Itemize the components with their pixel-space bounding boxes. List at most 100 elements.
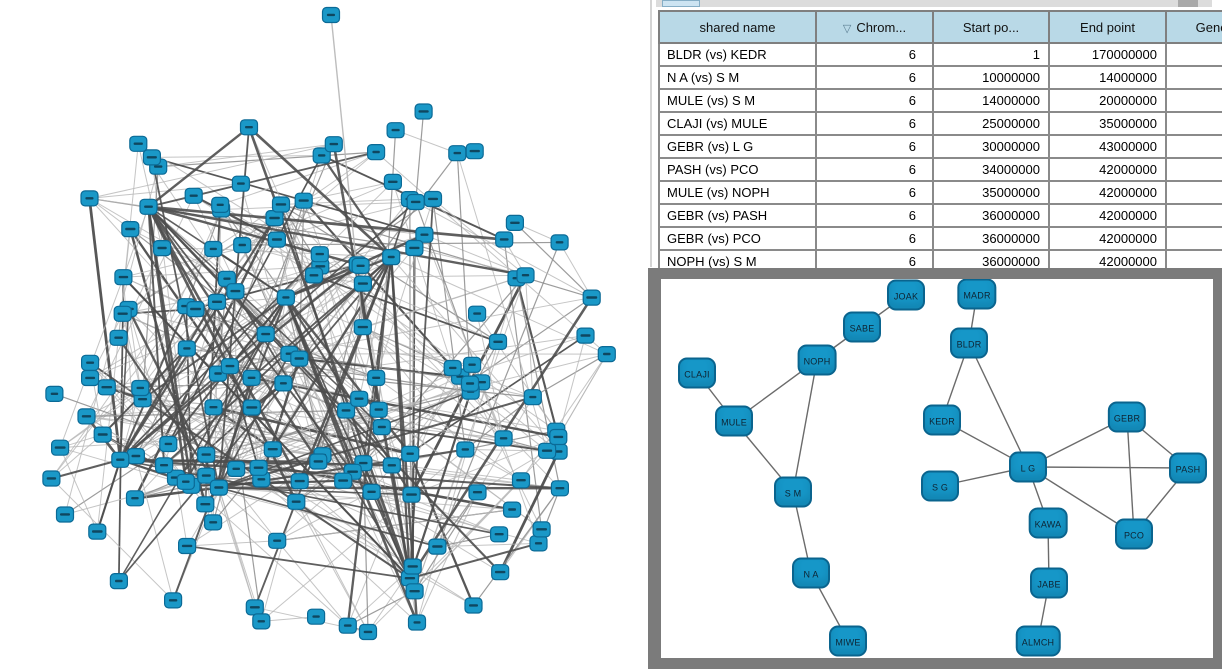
node-GEBR[interactable]: GEBR [1107, 401, 1147, 433]
node-PASH[interactable]: PASH [1169, 452, 1207, 484]
node[interactable] [582, 289, 601, 306]
node[interactable] [468, 484, 487, 501]
table-row[interactable]: CLAJI (vs) MULE625000000350000005.9 [658, 111, 1222, 136]
column-header-genetic[interactable]: Genetic... [1165, 10, 1222, 44]
edge[interactable] [395, 129, 458, 154]
node[interactable] [402, 486, 421, 503]
edge[interactable] [147, 206, 166, 466]
node[interactable] [405, 583, 424, 600]
node[interactable] [403, 558, 422, 575]
edge[interactable] [532, 353, 608, 398]
edge[interactable] [296, 501, 413, 567]
edge[interactable] [456, 153, 472, 392]
node[interactable] [211, 196, 230, 213]
node[interactable] [382, 249, 401, 266]
edge[interactable] [289, 353, 482, 383]
node[interactable] [372, 419, 391, 436]
node-MULE[interactable]: MULE [715, 405, 753, 437]
edge[interactable] [375, 151, 608, 355]
edge[interactable] [261, 616, 317, 622]
scrollbar-end-piece[interactable] [1178, 0, 1198, 7]
table-row[interactable]: GEBR (vs) PCO636000000420000008.4 [658, 226, 1222, 251]
node-MADR[interactable]: MADR [957, 279, 997, 310]
edge[interactable] [122, 313, 141, 389]
edge[interactable] [465, 449, 548, 452]
edge[interactable] [129, 228, 253, 409]
edge[interactable] [206, 426, 382, 456]
node[interactable] [294, 192, 313, 209]
edge[interactable] [218, 487, 278, 542]
node[interactable] [159, 435, 178, 453]
node[interactable] [465, 143, 484, 160]
edge[interactable] [51, 458, 121, 480]
table-row[interactable]: GEBR (vs) L G6300000004300000016.9 [658, 134, 1222, 159]
node[interactable] [456, 441, 475, 458]
node[interactable] [382, 457, 401, 474]
node[interactable] [505, 214, 524, 231]
node[interactable] [367, 144, 386, 161]
edge[interactable] [302, 199, 454, 369]
table-row[interactable]: PASH (vs) PCO6340000004200000011.4 [658, 157, 1222, 182]
edge[interactable] [277, 509, 513, 542]
node[interactable] [209, 479, 228, 496]
node-NOPH[interactable]: NOPH [797, 344, 837, 376]
node-KEDR[interactable]: KEDR [923, 404, 961, 436]
edge[interactable] [524, 275, 534, 398]
edge[interactable] [86, 416, 165, 466]
edge[interactable] [557, 335, 586, 438]
edge[interactable] [134, 486, 220, 500]
edge[interactable] [218, 486, 560, 490]
edge[interactable] [503, 239, 543, 530]
node[interactable] [304, 267, 324, 284]
node-JOAK[interactable]: JOAK [887, 279, 925, 311]
edge[interactable] [151, 156, 425, 236]
edge[interactable] [133, 203, 283, 499]
edge[interactable] [117, 277, 125, 582]
edge[interactable] [187, 540, 278, 547]
node-NA[interactable]: N A [792, 557, 830, 589]
node[interactable] [239, 119, 259, 136]
node-JABE[interactable]: JABE [1030, 567, 1068, 599]
node[interactable] [113, 305, 132, 322]
node[interactable] [334, 472, 353, 489]
edge[interactable] [89, 197, 149, 208]
node[interactable] [220, 358, 239, 375]
node[interactable] [267, 231, 286, 248]
node[interactable] [503, 501, 522, 518]
node[interactable] [231, 175, 250, 192]
node-MIWE[interactable]: MIWE [829, 625, 867, 657]
edge[interactable] [186, 347, 471, 393]
edge[interactable] [411, 436, 559, 496]
node[interactable] [249, 459, 268, 476]
edge[interactable] [89, 183, 241, 199]
node[interactable] [197, 467, 216, 484]
node[interactable] [597, 346, 616, 363]
edge[interactable] [330, 14, 364, 328]
node[interactable] [383, 173, 402, 190]
edge[interactable] [221, 201, 416, 211]
table-row[interactable]: MULE (vs) NOPH6350000004200000010.5 [658, 180, 1222, 205]
edge[interactable] [64, 481, 186, 515]
node[interactable] [109, 572, 129, 590]
node[interactable] [287, 493, 306, 510]
edge[interactable] [89, 143, 334, 199]
edge[interactable] [135, 455, 174, 601]
node[interactable] [353, 319, 372, 336]
edge[interactable] [408, 391, 472, 579]
edge[interactable] [205, 454, 474, 606]
edge-LG-PASH[interactable] [1027, 466, 1189, 469]
node[interactable] [114, 269, 133, 286]
node[interactable] [50, 439, 70, 456]
node[interactable] [204, 514, 223, 531]
edge[interactable] [218, 486, 438, 548]
table-row[interactable]: GEBR (vs) PASH636000000420000008.9 [658, 203, 1222, 228]
node-KAWA[interactable]: KAWA [1028, 507, 1068, 539]
node-SG[interactable]: S G [921, 470, 959, 502]
edge[interactable] [557, 353, 608, 438]
node-ALMCH[interactable]: ALMCH [1015, 625, 1061, 657]
node[interactable] [307, 608, 326, 625]
node[interactable] [265, 210, 284, 227]
node[interactable] [407, 614, 427, 631]
edge-BLDR-LG[interactable] [968, 342, 1029, 468]
edge[interactable] [408, 198, 434, 579]
